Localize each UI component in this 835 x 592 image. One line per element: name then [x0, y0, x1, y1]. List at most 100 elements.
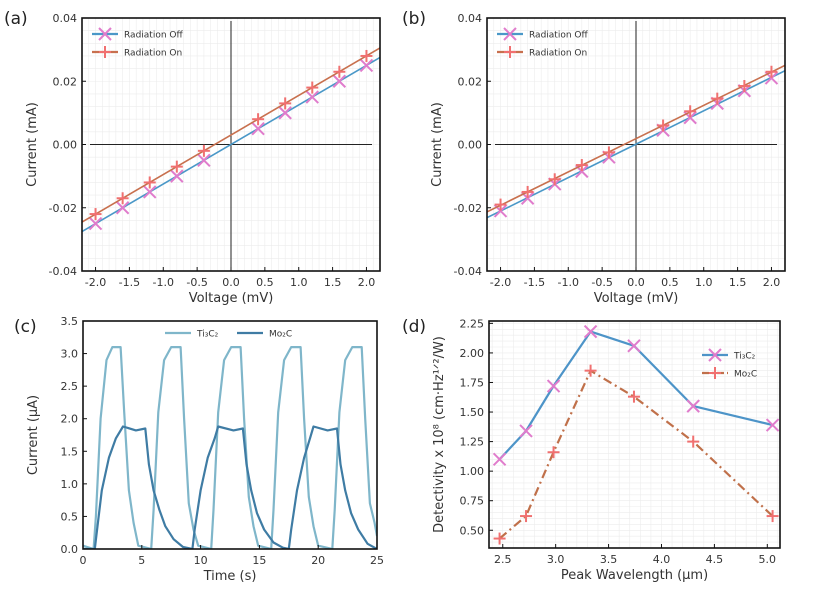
x-tick-label: 1.5	[729, 276, 747, 289]
panel-label: (b)	[402, 9, 426, 29]
y-tick-label: 0.50	[460, 524, 485, 537]
series-line-0	[498, 330, 773, 461]
y-axis-label: Detectivity x 10⁸ (cm·Hz¹ᐟ²/W)	[432, 336, 447, 533]
y-tick-label: 0.0	[61, 543, 79, 556]
x-tick-label: 25	[370, 554, 384, 567]
data-point	[170, 169, 184, 183]
x-tick-label: 0.5	[256, 276, 274, 289]
data-point	[766, 510, 779, 523]
y-tick-label: 0.04	[458, 12, 483, 25]
y-tick-label: -0.04	[454, 265, 482, 278]
data-point	[494, 198, 507, 211]
y-tick-label: 0.04	[53, 12, 78, 25]
data-point	[197, 153, 211, 168]
data-point	[279, 97, 292, 110]
data-point	[738, 79, 751, 92]
legend-label: Radiation Off	[124, 31, 183, 41]
x-tick-label: 20	[311, 554, 325, 567]
x-axis-label: Time (s)	[203, 569, 257, 584]
y-tick-label: 0.02	[458, 75, 483, 88]
y-tick-label: -0.02	[454, 202, 482, 215]
y-axis-label: Current (μA)	[26, 395, 41, 475]
x-tick-label: -0.5	[186, 276, 207, 289]
x-tick-label: -2.0	[85, 276, 106, 289]
data-point	[305, 90, 319, 104]
legend-entry: Radiation On	[497, 46, 587, 59]
data-point	[170, 160, 183, 173]
x-tick-label: 4.5	[706, 553, 724, 566]
y-tick-label: 1.00	[460, 465, 485, 478]
y-tick-label: 0.5	[61, 510, 79, 523]
y-tick-label: 2.25	[460, 317, 485, 330]
y-tick-label: 0.02	[53, 75, 78, 88]
x-tick-label: 4.0	[653, 553, 671, 566]
data-point	[251, 121, 265, 136]
y-tick-label: 3.5	[61, 315, 79, 328]
x-tick-label: 10	[194, 554, 208, 567]
y-tick-label: 2.5	[61, 380, 79, 393]
y-tick-label: 1.0	[61, 478, 79, 491]
y-tick-label: -0.04	[49, 265, 77, 278]
x-tick-label: 2.5	[494, 553, 512, 566]
data-point	[360, 49, 373, 62]
x-tick-label: 2.0	[763, 276, 781, 289]
panel-c: Ti₃C₂ Mo₂C 0 5 10 15 20 25 0.0 0.5 1.0 1.5 2.0 2.5 3.0…	[14, 315, 384, 584]
y-axis-label: Current (mA)	[430, 102, 445, 187]
legend-entry: Radiation Off	[497, 27, 588, 41]
y-tick-label: 1.50	[460, 406, 485, 419]
panel-label: (c)	[14, 317, 37, 337]
data-point	[116, 192, 129, 205]
legend-label: Mo₂C	[269, 330, 292, 340]
data-point	[521, 185, 534, 198]
legend-label: Radiation Off	[529, 31, 588, 41]
data-point	[143, 176, 156, 189]
x-tick-label: -1.5	[119, 276, 140, 289]
data-point	[332, 74, 347, 88]
y-axis-label: Current (mA)	[25, 102, 40, 187]
data-point	[197, 144, 210, 157]
legend-entry: Radiation Off	[92, 27, 183, 41]
x-tick-label: 1.0	[695, 276, 713, 289]
data-point	[546, 379, 561, 393]
y-tick-label: -0.02	[49, 202, 77, 215]
panel-a: Radiation Off Radiation On -2.0 -1.5 -1.0 -0.…	[4, 9, 381, 306]
data-point	[89, 208, 102, 221]
data-point	[493, 532, 506, 545]
data-point	[684, 105, 697, 118]
legend-label: Ti₃C₂	[733, 352, 756, 362]
data-point	[686, 399, 700, 413]
y-tick-label: 1.75	[460, 376, 485, 389]
series-line-1	[83, 425, 377, 549]
data-point	[547, 446, 560, 459]
data-point	[687, 435, 700, 448]
legend-entry: Ti₃C₂	[165, 330, 219, 340]
data-point	[115, 201, 130, 215]
series-line-0	[82, 56, 380, 233]
x-tick-label: 1.0	[290, 276, 308, 289]
y-tick-label: 1.5	[61, 445, 79, 458]
legend-label: Ti₃C₂	[196, 330, 219, 340]
series-line-0	[83, 346, 377, 549]
series-line-1	[487, 64, 785, 213]
data-point	[306, 81, 319, 94]
x-tick-label: 0.5	[661, 276, 679, 289]
series-line-0	[487, 69, 785, 219]
x-tick-label: 5	[138, 554, 145, 567]
data-point	[252, 113, 265, 126]
x-axis-label: Voltage (mV)	[189, 291, 274, 306]
plot-frame	[82, 320, 378, 550]
data-point	[711, 92, 724, 105]
x-tick-label: 3.0	[547, 553, 565, 566]
data-point	[627, 390, 640, 403]
series-line-1	[82, 47, 380, 223]
x-tick-label: 0	[80, 554, 87, 567]
x-tick-label: 3.5	[600, 553, 618, 566]
data-point	[492, 452, 507, 467]
data-point	[657, 119, 670, 132]
data-point	[88, 216, 103, 231]
data-point	[627, 339, 641, 353]
plot-frame	[488, 320, 781, 549]
x-tick-label: -1.0	[153, 276, 174, 289]
panel-d: Ti₃C₂ Mo₂C 2.5 3.0 3.5 4.0 4.5 5.0 0.50 0.75 1.00 1…	[402, 317, 781, 583]
y-tick-label: 0.00	[53, 139, 78, 152]
